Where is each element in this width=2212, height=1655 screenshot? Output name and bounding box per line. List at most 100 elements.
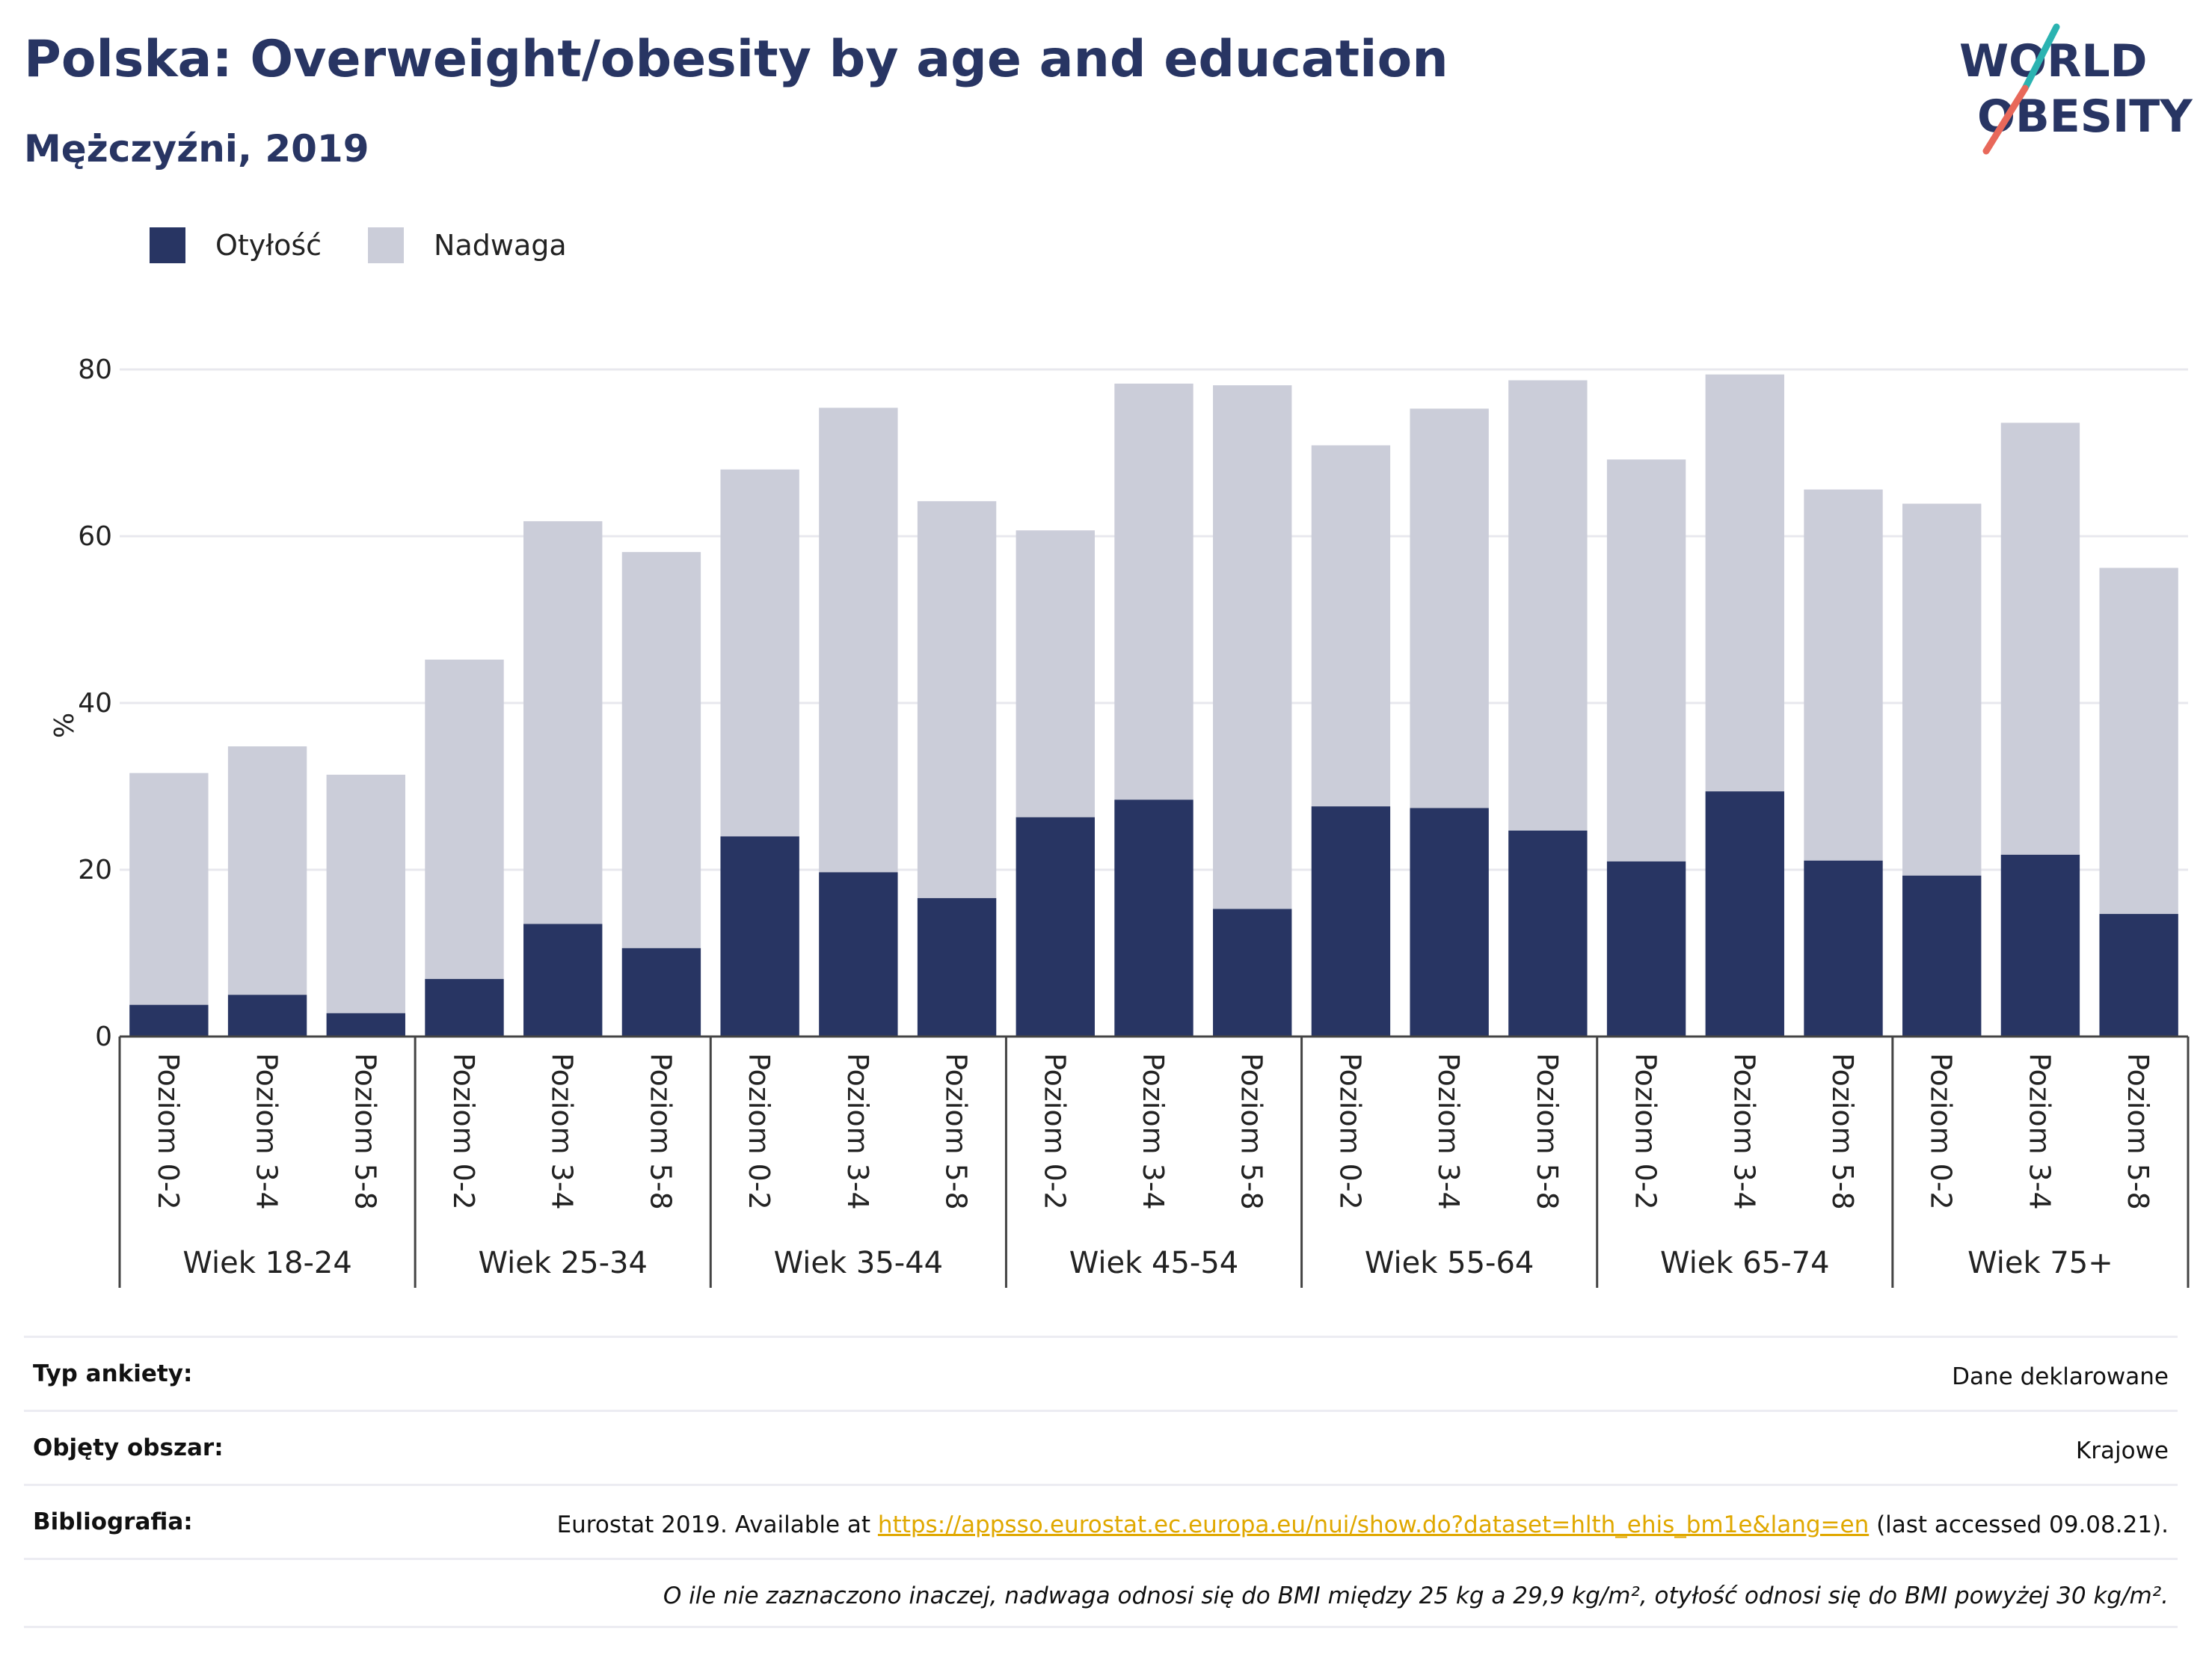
bar-overweight [2099,568,2178,915]
x-level-label: Poziom 0-2 [447,1053,480,1210]
bar-overweight [425,660,504,980]
bar-overweight [129,773,209,1005]
x-level-label: Poziom 3-4 [2023,1053,2056,1210]
meta-value: Eurostat 2019. Available at https://apps… [557,1508,2169,1541]
x-level-label: Poziom 5-8 [348,1053,381,1210]
x-level-label: Poziom 0-2 [1925,1053,1958,1210]
bar-obesity [1705,791,1784,1037]
x-level-label: Poziom 3-4 [1137,1053,1170,1210]
x-level-label: Poziom 3-4 [1432,1053,1465,1210]
bar-overweight [1213,385,1292,909]
bar-overweight [523,521,603,924]
bar-overweight [2000,423,2080,855]
bar-overweight [819,408,898,873]
bar-obesity [1902,875,1982,1037]
x-level-label: Poziom 5-8 [644,1053,677,1210]
y-tick-label: 20 [78,855,112,885]
bibliography-accessed: (last accessed 09.08.21). [1869,1511,2169,1538]
definition-note: O ile nie zaznaczono inaczej, nadwaga od… [663,1582,2169,1609]
y-axis-label: % [47,713,78,738]
x-group-label: Wiek 55-64 [1365,1246,1534,1280]
bar-obesity [1213,909,1292,1037]
bar-obesity [1804,860,1883,1037]
x-level-label: Poziom 3-4 [841,1053,874,1210]
logo-slash-red [1982,85,2029,155]
meta-row-note: O ile nie zaznaczono inaczej, nadwaga od… [24,1558,2178,1628]
x-level-label: Poziom 5-8 [1826,1053,1859,1210]
x-group-label: Wiek 35-44 [774,1246,944,1280]
bar-overweight [1114,383,1193,800]
bar-overweight [1606,459,1686,862]
chart-legend: Otyłość Nadwaga [150,224,613,266]
bar-obesity [523,924,603,1037]
x-group-label: Wiek 65-74 [1660,1246,1830,1280]
legend-label-overweight: Nadwaga [434,229,567,262]
bar-obesity [1114,799,1193,1037]
meta-row-bibliography: Bibliografia: Eurostat 2019. Available a… [24,1484,2178,1558]
bar-overweight [1410,408,1489,808]
world-obesity-logo: WORLD OBESITY [1959,23,2193,155]
x-group-label: Wiek 18-24 [182,1246,352,1280]
bar-obesity [129,1004,209,1037]
bar-overweight [1508,380,1588,831]
legend-item-overweight[interactable]: Nadwaga [368,227,567,263]
y-tick-label: 40 [78,688,112,719]
meta-key: Typ ankiety: [33,1360,193,1387]
meta-key: Bibliografia: [33,1508,193,1535]
x-group-label: Wiek 25-34 [478,1246,648,1280]
y-tick-label: 80 [78,354,112,385]
x-level-label: Poziom 3-4 [251,1053,283,1210]
bar-obesity [326,1013,405,1037]
meta-value: Krajowe [2075,1437,2169,1464]
bar-overweight [1705,374,1784,792]
page-subtitle: Mężczyźni, 2019 [24,127,369,171]
x-level-label: Poziom 5-8 [940,1053,973,1210]
bar-overweight [1902,503,1982,876]
x-level-label: Poziom 0-2 [1629,1053,1662,1210]
bar-obesity [917,897,997,1037]
bar-obesity [1016,817,1095,1037]
bibliography-link[interactable]: https://appsso.eurostat.ec.europa.eu/nui… [877,1511,1870,1538]
bar-obesity [720,836,799,1037]
bar-obesity [425,979,504,1037]
bar-obesity [1606,861,1686,1037]
x-level-label: Poziom 0-2 [152,1053,185,1210]
page-title: Polska: Overweight/obesity by age and ed… [24,30,1448,89]
bar-obesity [621,948,701,1037]
logo-line2: OBESITY [1977,90,2193,143]
legend-item-obesity[interactable]: Otyłość [150,227,322,263]
bar-obesity [2099,914,2178,1037]
x-level-label: Poziom 5-8 [1235,1053,1268,1210]
bibliography-text: Eurostat 2019. Available at [556,1511,878,1538]
bar-obesity [1508,830,1588,1037]
x-group-label: Wiek 45-54 [1069,1246,1239,1280]
meta-value: Dane deklarowane [1952,1363,2169,1390]
bar-overweight [1804,489,1883,861]
bar-overweight [917,501,997,898]
x-level-label: Poziom 3-4 [546,1053,579,1210]
x-level-label: Poziom 5-8 [2122,1053,2154,1210]
bar-overweight [621,552,701,948]
logo-line1: WORLD [1959,35,2147,87]
meta-row-survey-type: Typ ankiety: Dane deklarowane [24,1336,2178,1410]
bar-obesity [2000,854,2080,1037]
x-level-label: Poziom 0-2 [1038,1053,1071,1210]
x-group-label: Wiek 75+ [1967,1246,2113,1280]
y-tick-label: 60 [78,521,112,552]
bar-overweight [227,746,307,995]
bar-overweight [1311,445,1391,807]
legend-swatch-obesity [150,227,185,263]
legend-label-obesity: Otyłość [215,229,322,262]
bar-obesity [819,872,898,1037]
x-level-label: Poziom 0-2 [1333,1053,1366,1210]
bar-overweight [1016,530,1095,817]
meta-row-coverage: Objęty obszar: Krajowe [24,1410,2178,1484]
x-level-label: Poziom 3-4 [1727,1053,1760,1210]
y-tick-label: 0 [95,1022,112,1052]
stacked-bar-chart: 0 20 40 60 80% Poziom 0-2 Poziom 3-4 Poziom 5-8… [47,354,2190,1288]
x-level-label: Poziom 5-8 [1531,1053,1564,1210]
bar-obesity [227,995,307,1037]
bar-overweight [326,774,405,1013]
x-level-label: Poziom 0-2 [743,1053,775,1210]
legend-swatch-overweight [368,227,405,263]
